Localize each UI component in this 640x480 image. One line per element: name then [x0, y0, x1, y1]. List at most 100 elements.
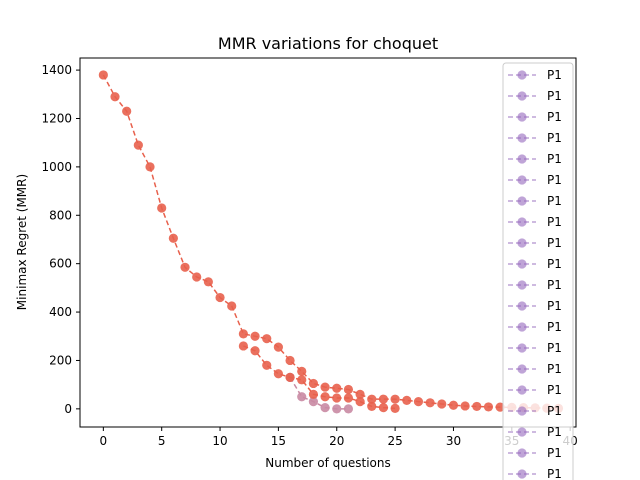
legend-marker	[517, 70, 527, 80]
data-point	[355, 389, 365, 399]
data-point	[437, 399, 447, 409]
data-point	[483, 402, 494, 412]
y-tick-label: 400	[49, 305, 72, 319]
data-point	[367, 394, 377, 404]
y-axis-ticks: 0 200 400 600 800 1000 1200 1400	[41, 63, 80, 416]
legend-label: P1	[547, 362, 562, 376]
data-point	[343, 404, 354, 414]
legend-entry: P1	[508, 215, 562, 229]
data-point	[308, 396, 319, 407]
data-point	[250, 331, 260, 341]
legend-entry: P1	[508, 467, 562, 480]
data-point	[273, 342, 283, 352]
data-point	[495, 402, 505, 412]
legend-entry: P1	[508, 131, 562, 145]
legend-label: P1	[547, 404, 562, 418]
legend-marker	[517, 301, 527, 311]
legend-marker	[517, 364, 527, 374]
data-point	[157, 203, 167, 213]
legend-label: P1	[547, 173, 562, 187]
data-point	[332, 404, 342, 414]
data-point	[297, 375, 307, 385]
data-point	[297, 366, 307, 376]
legend-box	[502, 62, 574, 480]
legend-marker	[517, 385, 527, 395]
data-point	[413, 396, 424, 407]
legend-entry: P1	[508, 152, 562, 166]
data-point	[320, 382, 330, 392]
data-point	[192, 272, 202, 282]
legend-marker	[517, 469, 527, 479]
data-point	[343, 384, 354, 395]
legend-label: P1	[547, 152, 562, 166]
legend-entry: P1	[508, 425, 562, 439]
y-tick-label: 600	[49, 257, 72, 271]
legend-entry: P1	[508, 404, 562, 418]
data-point	[285, 355, 295, 366]
data-point	[390, 394, 400, 404]
y-tick-label: 800	[49, 208, 72, 222]
x-tick-label: 0	[100, 434, 108, 448]
chart-title: MMR variations for choquet	[218, 34, 438, 53]
legend-label: P1	[547, 257, 562, 271]
data-marks	[98, 70, 564, 414]
y-tick-label: 200	[49, 353, 72, 367]
data-point	[273, 369, 283, 379]
data-point	[122, 106, 132, 116]
legend-marker	[517, 406, 527, 416]
legend-label: P1	[547, 341, 562, 355]
x-tick-label: 25	[387, 434, 402, 448]
legend-entry: P1	[508, 89, 562, 103]
data-point	[215, 292, 225, 303]
legend-label: P1	[547, 131, 562, 145]
legend-entry: P1	[508, 68, 562, 82]
legend-marker	[517, 259, 527, 269]
legend-marker	[517, 238, 527, 248]
y-tick-label: 1400	[41, 63, 72, 77]
data-point	[168, 233, 178, 243]
y-axis-label: Minimax Regret (MMR)	[15, 174, 29, 310]
legend-marker	[517, 91, 527, 101]
plot-frame	[79, 57, 577, 428]
legend-label: P1	[547, 194, 562, 208]
data-point	[320, 392, 330, 402]
data-point	[378, 394, 389, 404]
legend-entry: P1	[508, 278, 562, 292]
plot-area	[80, 58, 576, 427]
legend-marker	[517, 427, 527, 437]
legend-marker	[517, 196, 527, 206]
legend-entry: P1	[508, 194, 562, 208]
legend-label: P1	[547, 467, 562, 480]
legend-entry: P1	[508, 383, 562, 397]
data-point	[402, 395, 412, 405]
legend-entry: P1	[508, 257, 562, 271]
legend-label: P1	[547, 89, 562, 103]
legend-label: P1	[547, 446, 562, 460]
legend-marker	[517, 448, 527, 458]
x-tick-label: 20	[329, 434, 344, 448]
data-point	[110, 92, 120, 102]
data-point	[227, 301, 237, 311]
legend: P1 P1 P1 P1 P1 P1 P1 P1 P1 P1 P1 P1 P1 P1 P1 P1 P1 P1 P1 P1	[502, 62, 574, 480]
data-point	[203, 277, 213, 287]
data-point	[425, 398, 435, 408]
data-point	[378, 403, 389, 413]
legend-label: P1	[547, 278, 562, 292]
legend-entry: P1	[508, 341, 562, 355]
legend-label: P1	[547, 236, 562, 250]
data-point	[145, 162, 155, 172]
x-tick-label: 15	[271, 434, 286, 448]
x-tick-label: 10	[212, 434, 227, 448]
legend-marker	[517, 280, 527, 290]
data-point	[367, 401, 377, 412]
data-point	[238, 329, 248, 339]
series-line	[102, 74, 559, 410]
legend-marker	[517, 343, 527, 353]
legend-entry: P1	[508, 320, 562, 334]
data-point	[262, 334, 272, 344]
y-tick-label: 0	[64, 402, 72, 416]
data-point	[320, 403, 330, 413]
data-point	[98, 70, 108, 80]
data-point	[180, 262, 190, 272]
